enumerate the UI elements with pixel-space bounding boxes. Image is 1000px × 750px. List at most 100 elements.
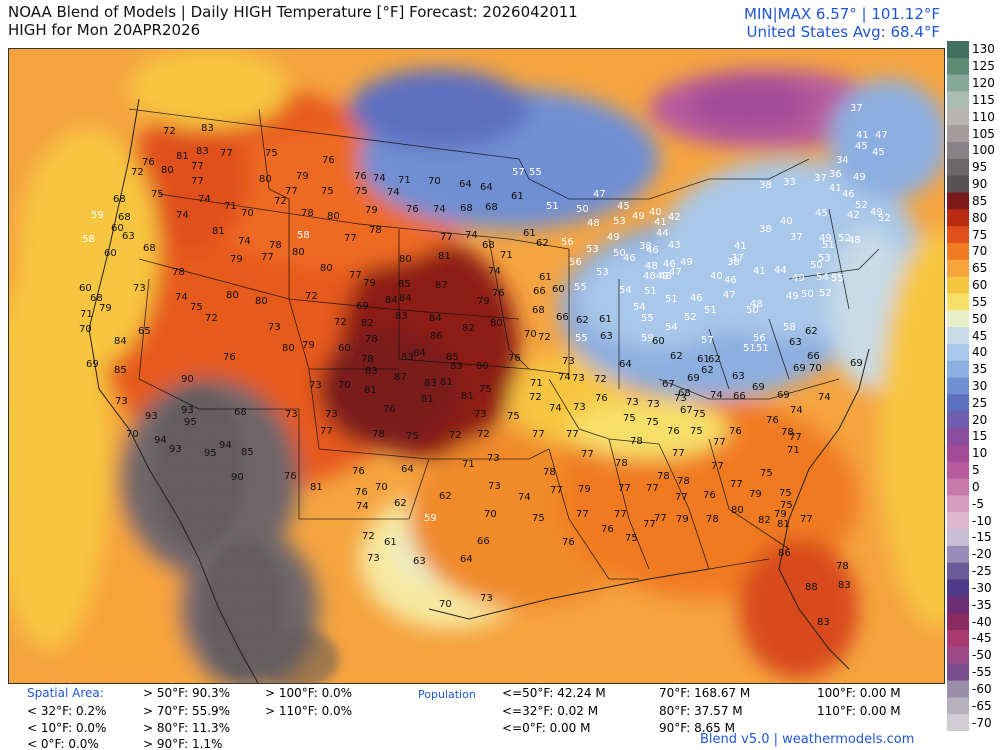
temperature-value-label: 68: [113, 194, 126, 205]
temperature-value-label: 63: [732, 371, 745, 382]
color-scale-tick-label: 85: [972, 193, 988, 208]
temperature-value-label: 72: [594, 374, 607, 385]
temperature-value-label: 77: [800, 514, 813, 525]
temperature-value-label: 74: [387, 187, 400, 198]
temperature-value-label: 77: [285, 186, 298, 197]
temperature-value-label: 70: [484, 509, 497, 520]
temperature-value-label: 81: [777, 519, 790, 530]
color-scale-tick-label: 70: [972, 244, 988, 259]
temperature-value-label: 51: [704, 305, 717, 316]
color-scale-swatch: [947, 428, 969, 446]
temperature-value-label: 85: [446, 352, 459, 363]
temperature-value-label: 40: [710, 271, 723, 282]
color-scale-tick-label: 40: [972, 345, 988, 360]
color-scale-tick-label: 110: [972, 109, 995, 124]
temperature-value-label: 49: [870, 207, 883, 218]
temperature-value-label: 53: [596, 267, 609, 278]
temperature-value-label: 61: [511, 191, 524, 202]
temperature-value-label: 41: [654, 217, 667, 228]
temperature-value-label: 72: [205, 313, 218, 324]
temperature-value-label: 62: [805, 326, 818, 337]
temperature-value-label: 61: [599, 314, 612, 325]
temperature-value-label: 48: [750, 299, 763, 310]
temperature-value-label: 64: [459, 179, 472, 190]
temperature-value-label: 76: [667, 426, 680, 437]
temperature-value-label: 75: [190, 302, 203, 313]
temperature-value-label: 79: [676, 514, 689, 525]
temperature-value-label: 60: [652, 336, 665, 347]
color-scale-tick-label: 50: [972, 311, 988, 326]
credit-link[interactable]: Blend v5.0 | weathermodels.com: [700, 732, 915, 747]
temperature-value-label: 68: [678, 388, 691, 399]
temperature-value-label: 33: [783, 177, 796, 188]
temperature-value-label: 73: [626, 397, 639, 408]
temperature-value-label: 65: [138, 326, 151, 337]
temperature-value-label: 58: [82, 234, 95, 245]
color-scale-swatch: [947, 680, 969, 698]
temperature-value-label: 46: [623, 253, 636, 264]
temperature-value-label: 40: [649, 207, 662, 218]
color-scale-tick-label: 130: [972, 42, 995, 57]
temperature-value-label: 59: [424, 513, 437, 524]
temperature-value-label: 95: [204, 448, 217, 459]
temperature-value-label: 77: [191, 161, 204, 172]
temperature-value-label: 77: [618, 483, 631, 494]
temperature-value-label: 55: [575, 333, 588, 344]
color-scale-tick-label: 55: [972, 294, 988, 309]
temperature-value-label: 75: [690, 426, 703, 437]
temperature-value-label: 81: [438, 251, 451, 262]
temperature-value-label: 76: [354, 171, 367, 182]
temperature-value-label: 77: [576, 509, 589, 520]
temperature-value-label: 83: [196, 146, 209, 157]
temperature-value-label: 49: [819, 233, 832, 244]
temperature-value-label: 78: [706, 514, 719, 525]
temperature-value-label: 72: [529, 392, 542, 403]
population-stat: 110°F: 0.00 M: [817, 704, 901, 718]
temperature-value-label: 79: [296, 171, 309, 182]
temperature-value-label: 78: [677, 476, 690, 487]
temperature-value-label: 69: [687, 373, 700, 384]
temperature-value-label: 70: [79, 324, 92, 335]
color-scale-swatch: [947, 310, 969, 328]
temperature-value-label: 63: [600, 331, 613, 342]
temperature-value-label: 66: [477, 536, 490, 547]
temperature-value-label: 90: [231, 472, 244, 483]
temperature-value-label: 73: [488, 481, 501, 492]
spatial-area-label: Spatial Area:: [27, 686, 104, 700]
temperature-value-label: 46: [663, 259, 676, 270]
temperature-value-label: 56: [561, 237, 574, 248]
temperature-value-label: 94: [154, 435, 167, 446]
coastline-outline: [88, 98, 870, 683]
temperature-value-label: 80: [731, 505, 744, 516]
temperature-value-label: 46: [690, 293, 703, 304]
temperature-value-label: 51: [665, 294, 678, 305]
temperature-value-label: 75: [646, 417, 659, 428]
temperature-value-label: 47: [593, 189, 606, 200]
temperature-value-label: 76: [383, 404, 396, 415]
temperature-value-label: 75: [532, 513, 545, 524]
temperature-value-label: 94: [219, 440, 232, 451]
temperature-value-label: 87: [394, 372, 407, 383]
temperature-value-label: 51: [546, 201, 559, 212]
temperature-value-label: 38: [759, 224, 772, 235]
temperature-value-label: 81: [440, 377, 453, 388]
spatial-stat: > 100°F: 0.0%: [265, 686, 353, 700]
temperature-value-label: 78: [615, 458, 628, 469]
color-scale-swatch: [947, 226, 969, 244]
temperature-value-label: 68: [234, 407, 247, 418]
temperature-value-label: 41: [734, 241, 747, 252]
color-scale-swatch: [947, 343, 969, 362]
temperature-value-label: 55: [574, 282, 587, 293]
temperature-value-label: 78: [781, 427, 794, 438]
temperature-value-label: 69: [850, 358, 863, 369]
temperature-value-label: 84: [385, 295, 398, 306]
color-scale-tick-label: 0: [972, 479, 980, 494]
temperature-value-label: 76: [562, 537, 575, 548]
temperature-value-label: 77: [532, 429, 545, 440]
temperature-value-label: 83: [401, 352, 414, 363]
temperature-field: [9, 49, 944, 683]
temperature-value-label: 68: [118, 212, 131, 223]
temperature-map: 72 83 81 83 77 75 76 80 77 72 77 80 75 74 71 77 79 76 68 72…: [8, 48, 945, 684]
temperature-value-label: 73: [285, 409, 298, 420]
temperature-value-label: 51: [756, 343, 769, 354]
